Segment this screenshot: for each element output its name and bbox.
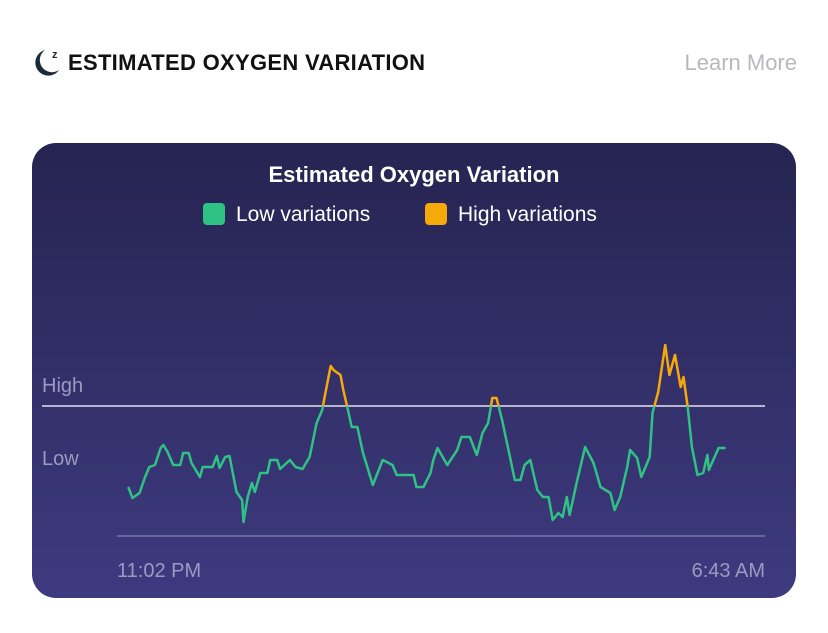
chart-card: Estimated Oxygen Variation Low variation… <box>32 143 796 598</box>
y-label-high: High <box>42 375 83 397</box>
moon-sleep-icon: z <box>35 49 59 76</box>
chart-title: Estimated Oxygen Variation <box>269 162 560 187</box>
series-line-high <box>321 343 689 406</box>
svg-text:z: z <box>52 49 58 61</box>
series-line-low <box>127 406 726 524</box>
legend-swatch-low <box>203 203 225 225</box>
oxygen-variation-chart: Estimated Oxygen Variation Low variation… <box>42 162 765 582</box>
legend-swatch-high <box>425 203 447 225</box>
x-tick-start: 11:02 PM <box>117 560 201 582</box>
learn-more-link[interactable]: Learn More <box>684 50 797 75</box>
legend-label-high: High variations <box>458 203 597 226</box>
x-tick-end: 6:43 AM <box>692 560 765 582</box>
y-label-low: Low <box>42 448 79 470</box>
section-title: ESTIMATED OXYGEN VARIATION <box>68 50 426 75</box>
legend-label-low: Low variations <box>236 203 370 226</box>
